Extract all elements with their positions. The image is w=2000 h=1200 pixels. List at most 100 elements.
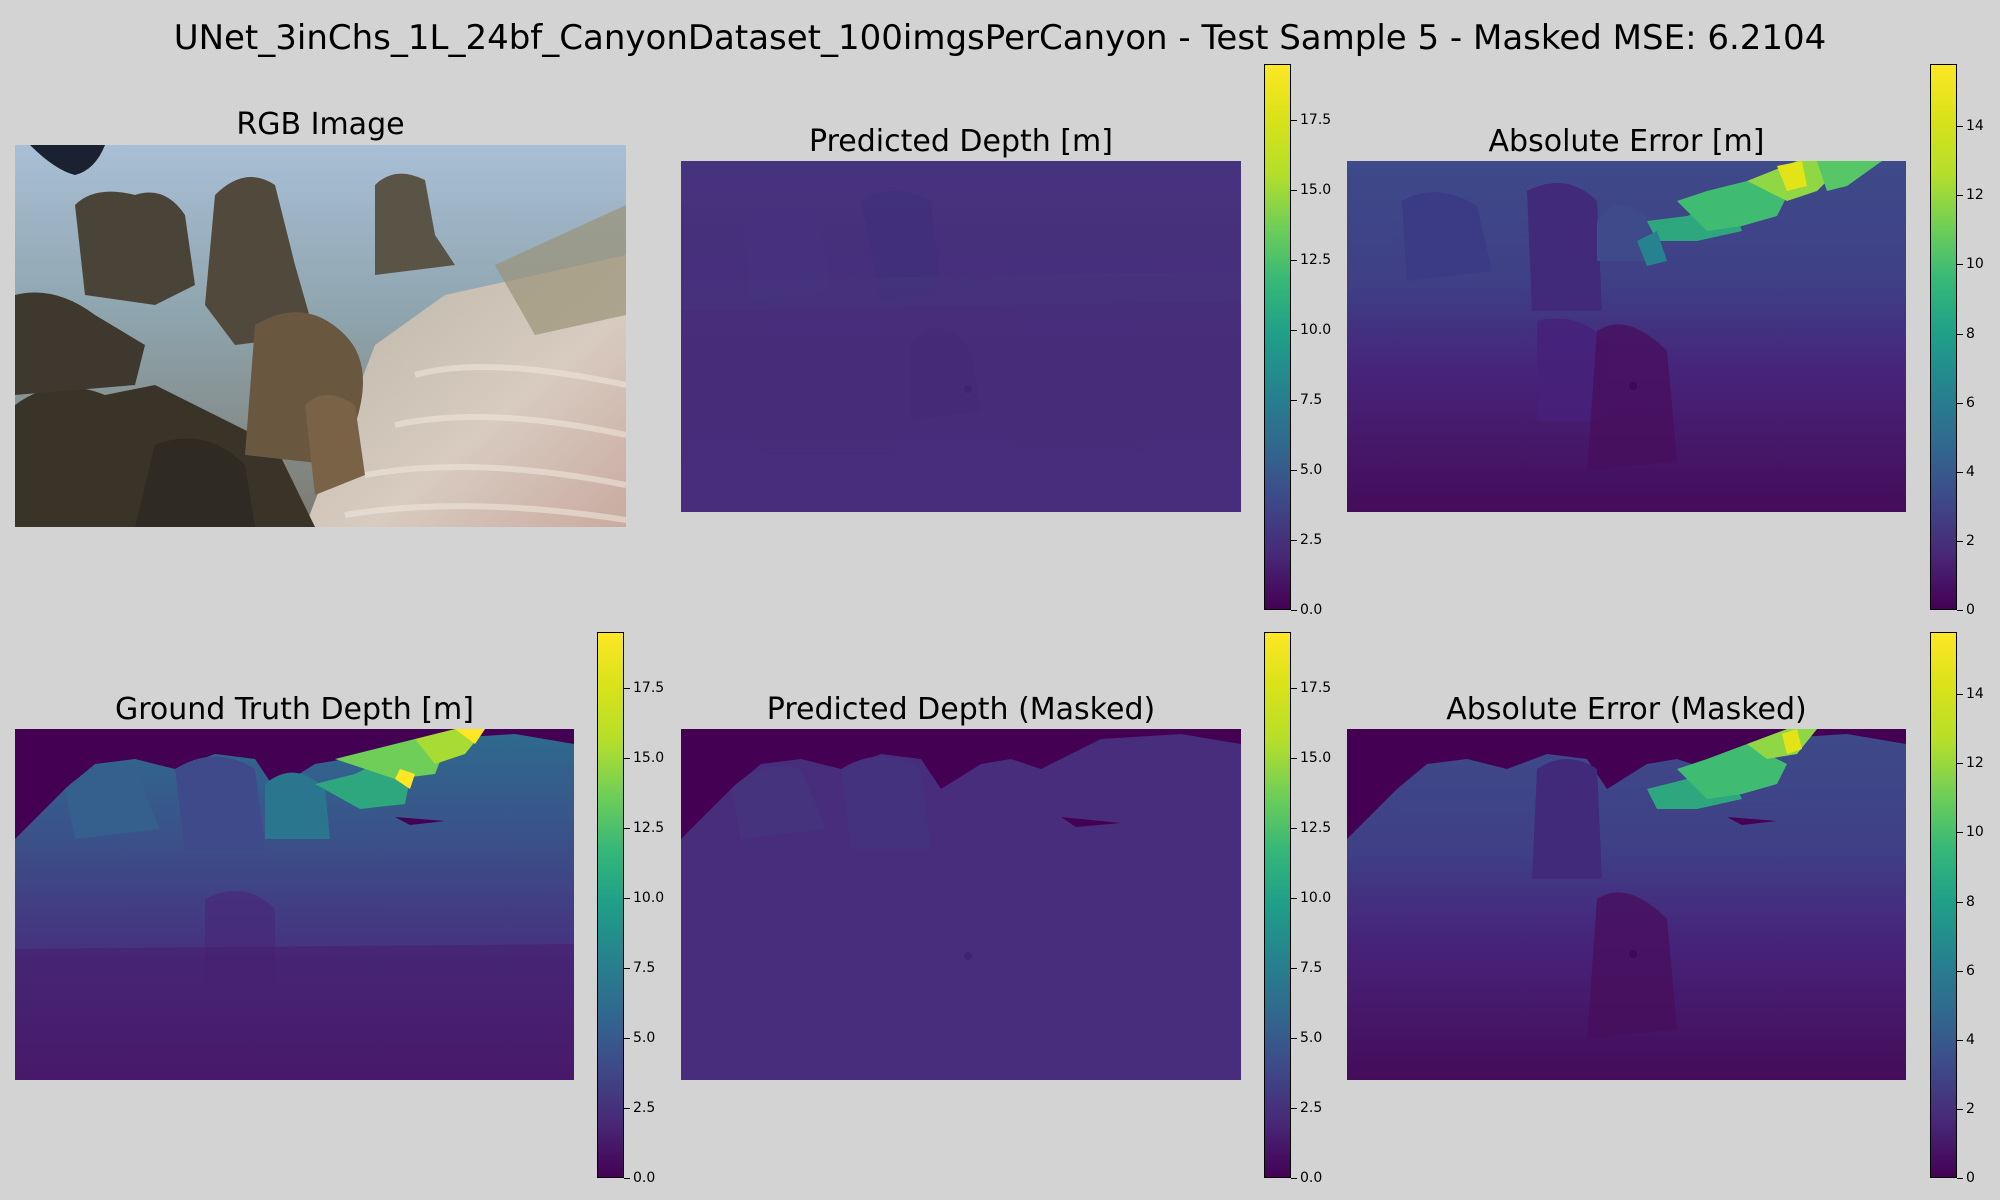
colorbar-tick-mark [1291,898,1297,899]
colorbar-tick-label: 14 [1966,118,1984,135]
panel-title-predicted-depth-masked: Predicted Depth (Masked) [766,692,1156,727]
colorbar-tick-label: 17.5 [633,680,665,696]
colorbar-absolute-error [1930,64,1957,610]
absolute-error-masked-heatmap [1347,729,1906,1080]
colorbar-tick-label: 12.5 [1300,820,1332,836]
colorbar-tick-label: 2 [1966,1100,1975,1117]
colorbar-predicted-depth [1264,64,1291,610]
colorbar-tick-mark [624,758,630,759]
colorbar-tick-mark [1957,1039,1963,1041]
colorbar-tick-mark [1291,1038,1297,1039]
colorbar-tick-mark [624,968,630,969]
colorbar-tick-mark [1291,330,1297,331]
colorbar-tick-mark [1957,1108,1963,1110]
predicted-depth-image [681,161,1241,512]
colorbar-tick-mark [1291,260,1297,261]
colorbar-tick-label: 4 [1966,463,1975,480]
panel-title-absolute-error: Absolute Error [m] [1488,124,1765,159]
panel-title-absolute-error-masked: Absolute Error (Masked) [1446,692,1807,727]
colorbar-tick-mark [1957,126,1963,128]
rgb-image [15,145,626,527]
colorbar-tick-label: 2.5 [633,1100,656,1116]
colorbar-tick-label: 7.5 [1300,392,1323,408]
colorbar-tick-label: 5.0 [633,1030,656,1046]
colorbar-tick-label: 10.0 [1300,322,1332,338]
colorbar-tick-label: 12.5 [1300,252,1332,268]
colorbar-tick-mark [1291,540,1297,541]
colorbar-tick-label: 0.0 [633,1170,656,1186]
colorbar-tick-mark [1957,195,1963,197]
colorbar-tick-mark [1291,688,1297,689]
predicted-depth-heatmap [681,161,1241,512]
colorbar-tick-mark [1957,402,1963,404]
colorbar-tick-mark [1291,190,1297,191]
predicted-depth-masked-heatmap [681,729,1241,1080]
colorbar-tick-mark [624,1108,630,1109]
predicted-depth-masked-image [681,729,1241,1080]
colorbar-tick-label: 15.0 [1300,182,1332,198]
colorbar-tick-label: 15.0 [1300,750,1332,766]
colorbar-tick-label: 2.5 [1300,1100,1323,1116]
colorbar-tick-mark [624,898,630,899]
colorbar-absolute-error-masked [1930,632,1957,1178]
ground-truth-depth-heatmap [15,729,574,1080]
colorbar-tick-mark [624,688,630,689]
colorbar-tick-label: 5.0 [1300,462,1323,478]
colorbar-tick-label: 6 [1966,394,1975,411]
colorbar-tick-mark [624,828,630,829]
colorbar-tick-label: 7.5 [1300,960,1323,976]
colorbar-tick-label: 10 [1966,256,1984,273]
colorbar-tick-mark [1957,1178,1963,1179]
ground-truth-depth-image [15,729,574,1080]
colorbar-tick-label: 8 [1966,325,1975,342]
colorbar-tick-mark [1957,694,1963,696]
colorbar-tick-mark [1957,540,1963,542]
colorbar-tick-mark [1291,758,1297,759]
colorbar-tick-mark [1957,901,1963,903]
colorbar-tick-label: 17.5 [1300,680,1332,696]
colorbar-tick-label: 8 [1966,893,1975,910]
colorbar-tick-label: 5.0 [1300,1030,1323,1046]
colorbar-tick-mark [1957,763,1963,765]
absolute-error-heatmap [1347,161,1906,512]
colorbar-tick-label: 0 [1966,1170,1975,1186]
colorbar-tick-label: 12 [1966,755,1984,772]
colorbar-predicted-depth-masked [1264,632,1291,1178]
colorbar-tick-mark [1291,1178,1297,1179]
colorbar-tick-label: 2.5 [1300,532,1323,548]
colorbar-tick-mark [1291,968,1297,969]
colorbar-tick-label: 15.0 [633,750,665,766]
colorbar-tick-label: 0.0 [1300,602,1323,618]
colorbar-tick-mark [1957,471,1963,473]
colorbar-tick-label: 12 [1966,187,1984,204]
colorbar-tick-mark [1957,610,1963,611]
colorbar-tick-label: 10.0 [1300,890,1332,906]
colorbar-tick-mark [1957,264,1963,266]
panel-title-rgb: RGB Image [236,107,405,142]
colorbar-tick-label: 17.5 [1300,112,1332,128]
colorbar-tick-mark [1291,610,1297,611]
colorbar-tick-mark [1291,1108,1297,1109]
absolute-error-masked-image [1347,729,1906,1080]
colorbar-tick-label: 0.0 [1300,1170,1323,1186]
colorbar-tick-mark [1291,470,1297,471]
rgb-image-render [15,145,626,527]
colorbar-tick-label: 6 [1966,962,1975,979]
panel-title-ground-truth-depth: Ground Truth Depth [m] [114,692,474,727]
colorbar-tick-mark [1957,333,1963,335]
panel-title-predicted-depth: Predicted Depth [m] [809,124,1113,159]
colorbar-tick-mark [1957,832,1963,834]
absolute-error-image [1347,161,1906,512]
colorbar-tick-mark [624,1038,630,1039]
figure-suptitle: UNet_3inChs_1L_24bf_CanyonDataset_100img… [173,18,1827,58]
colorbar-tick-label: 0 [1966,602,1975,618]
colorbar-tick-label: 10 [1966,824,1984,841]
colorbar-tick-label: 12.5 [633,820,665,836]
colorbar-tick-mark [1291,400,1297,401]
colorbar-tick-label: 2 [1966,532,1975,549]
colorbar-tick-mark [1291,828,1297,829]
colorbar-tick-label: 14 [1966,686,1984,703]
colorbar-tick-mark [1957,970,1963,972]
colorbar-tick-mark [624,1178,630,1179]
colorbar-ground-truth-depth [597,632,624,1178]
